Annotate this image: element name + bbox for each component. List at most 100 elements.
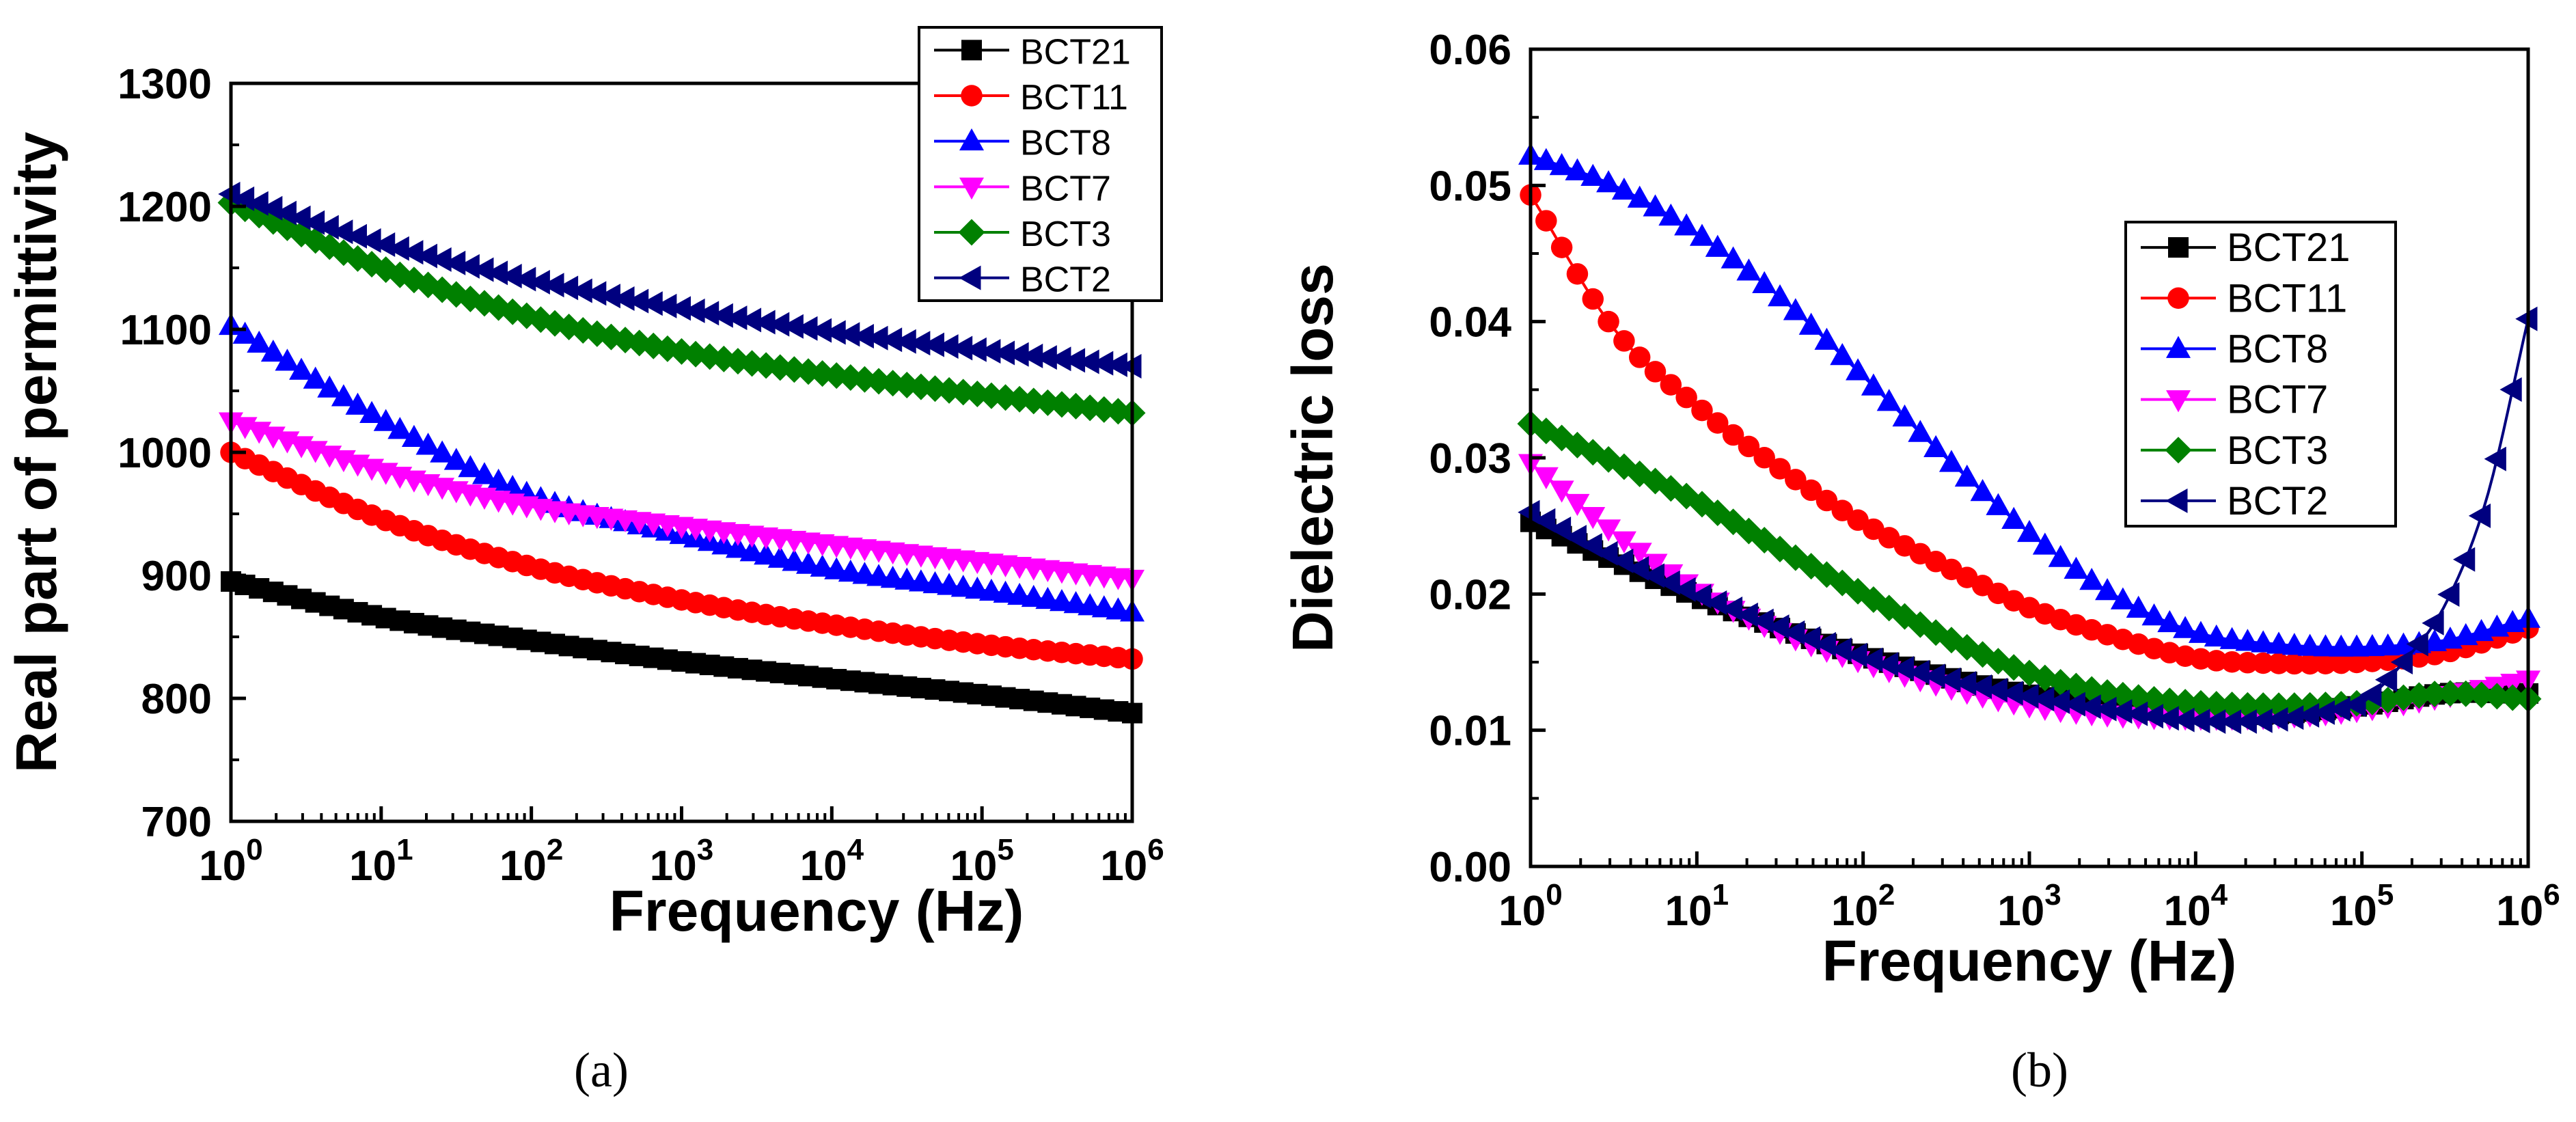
y-tick-label: 900: [141, 553, 212, 600]
legend-label: BCT8: [1020, 124, 1111, 163]
chart-panel-a: 100 101 102 103 104 105 106 700 800 900 1000 1100 12…: [4, 26, 1164, 1097]
data-point: [2282, 633, 2307, 655]
data-point: [1564, 525, 1587, 550]
data-point: [486, 468, 511, 491]
data-point: [2204, 624, 2229, 647]
data-point: [387, 236, 409, 261]
legend-box: [2124, 221, 2397, 528]
data-point: [1550, 236, 1573, 258]
data-point: [1985, 677, 2008, 702]
data-point: [2484, 446, 2506, 471]
data-point: [950, 336, 973, 361]
data-point: [2188, 620, 2213, 643]
data-point: [2468, 681, 2495, 709]
data-point: [2453, 547, 2476, 572]
x-tick-label: 103: [650, 833, 713, 890]
data-point: [1954, 464, 1979, 487]
data-point: [598, 284, 620, 309]
data-point: [1611, 177, 1636, 200]
data-point: [430, 440, 455, 463]
legend-label: BCT11: [1020, 78, 1128, 118]
data-point: [345, 392, 370, 415]
x-tick-label: 102: [499, 833, 563, 890]
legend-label: BCT7: [2227, 378, 2328, 422]
data-point: [1783, 298, 1808, 320]
data-point: [1535, 210, 1557, 232]
data-point: [485, 260, 508, 286]
data-point: [1736, 258, 1762, 281]
data-point: [1769, 458, 1791, 480]
data-point: [1063, 348, 1086, 373]
x-tick-label: 104: [2164, 878, 2228, 935]
data-point: [2141, 704, 2163, 729]
data-point: [260, 340, 286, 362]
data-point: [275, 348, 300, 371]
data-point: [2157, 610, 2182, 633]
data-point: [527, 269, 550, 295]
data-point: [1845, 642, 1867, 668]
data-point: [1642, 563, 1664, 588]
data-point: [668, 296, 691, 321]
legend-label: BCT8: [2227, 327, 2328, 371]
data-point: [1628, 346, 1651, 368]
data-point: [2190, 648, 2212, 670]
series-bct8: [1518, 142, 2540, 657]
data-point: [2219, 627, 2245, 649]
data-point: [908, 331, 931, 356]
data-point: [851, 324, 874, 349]
series-bct2: [1518, 306, 2538, 735]
data-point: [1598, 310, 1619, 333]
legend-marker: [2165, 488, 2188, 513]
data-point: [1815, 489, 1838, 512]
data-point: [2282, 705, 2304, 730]
legend-item-bct11: BCT11: [934, 78, 1128, 118]
data-point: [1738, 435, 1760, 458]
data-point: [978, 339, 1001, 364]
data-point: [443, 250, 466, 275]
data-point: [1830, 342, 1855, 366]
data-point: [1938, 450, 1964, 472]
data-point: [696, 301, 720, 326]
data-point: [823, 320, 846, 345]
legend-b: BCT21 BCT11 BCT8 BCT7 BCT3 BCT2: [2124, 221, 2397, 528]
y-tick-label: 0.06: [1429, 27, 1511, 74]
legend-item-bct11: BCT11: [2141, 276, 2347, 320]
data-point: [810, 554, 835, 577]
data-point: [2406, 631, 2428, 657]
data-point: [739, 539, 765, 562]
legend-marker: [959, 265, 981, 290]
data-point: [2017, 519, 2042, 543]
data-point: [415, 433, 441, 455]
x-axis-title-a: Frequency (Hz): [609, 879, 1024, 943]
data-point: [2094, 696, 2117, 722]
x-tick-label: 106: [1100, 833, 1164, 890]
data-point: [824, 557, 849, 579]
y-tick-label: 800: [141, 676, 212, 723]
data-point: [542, 273, 564, 298]
data-point: [767, 545, 793, 568]
data-point: [232, 321, 258, 344]
data-point: [1908, 420, 1933, 442]
legend-item-bct8: BCT8: [2141, 327, 2328, 371]
y-tick-label: 0.00: [1429, 844, 1511, 891]
data-point: [1549, 480, 1574, 503]
data-point: [1119, 354, 1142, 379]
data-point: [359, 400, 385, 424]
legend-marker: [959, 128, 984, 151]
data-point: [372, 232, 396, 257]
data-point: [753, 310, 776, 335]
data-point: [936, 334, 959, 359]
data-point: [754, 542, 779, 565]
data-point: [2079, 694, 2101, 720]
legend-label: BCT3: [1020, 215, 1111, 254]
data-point: [1658, 570, 1680, 595]
data-point: [1533, 508, 1556, 533]
data-point: [2251, 630, 2276, 653]
y-tick-label: 0.05: [1429, 163, 1511, 210]
data-point: [2064, 556, 2089, 579]
y-tick-label: 1300: [118, 61, 212, 108]
data-point: [2421, 681, 2448, 708]
data-point: [1798, 312, 1824, 335]
caption-b: (b): [2011, 1043, 2068, 1097]
data-point: [1689, 223, 1714, 246]
